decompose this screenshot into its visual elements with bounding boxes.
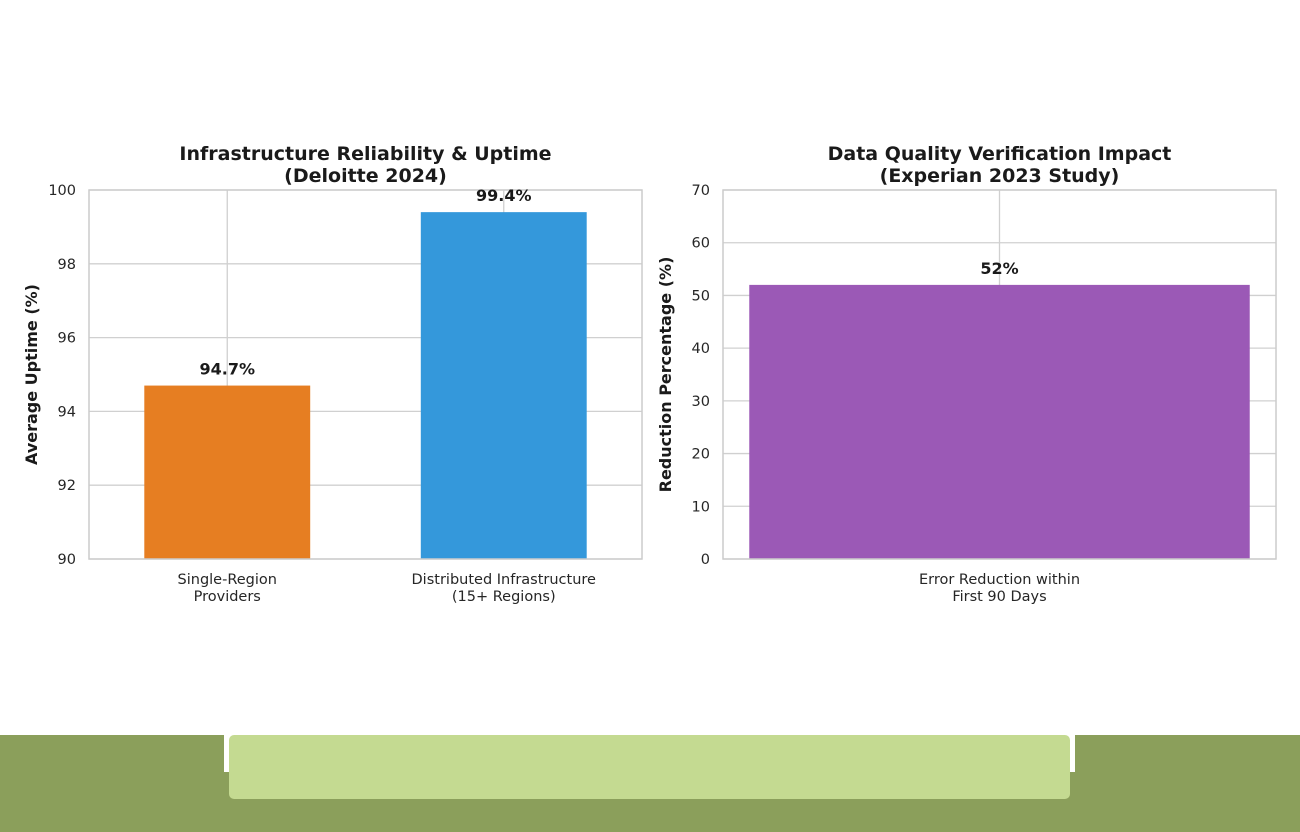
bar: [749, 284, 1250, 559]
chart-1: 94.7% 99.4% 90 92 94 96 98 100 Single-Region Prov…: [22, 143, 643, 605]
y-axis-label: Average Uptime (%): [22, 284, 41, 465]
y-tick-label: 100: [48, 183, 76, 199]
chart-title: Infrastructure Reliability & Uptime (Delo…: [179, 143, 551, 187]
y-tick-label: 20: [692, 447, 710, 463]
y-tick-label: 92: [58, 478, 76, 494]
data-label: 94.7%: [199, 360, 255, 379]
plot-frame: [88, 189, 643, 560]
y-tick-label: 0: [701, 552, 710, 568]
data-label: 52%: [980, 259, 1018, 278]
bar: [420, 212, 587, 559]
plot-frame: [722, 189, 1277, 560]
y-tick-label: 50: [692, 288, 710, 304]
y-axis-label: Reduction Percentage (%): [656, 257, 675, 493]
y-tick-label: 90: [58, 552, 76, 568]
y-tick-label: 30: [692, 394, 710, 410]
x-tick-label: Single-Region Providers: [178, 572, 277, 605]
y-tick-label: 98: [58, 257, 76, 273]
y-tick-label: 40: [692, 341, 710, 357]
y-tick-label: 70: [692, 183, 710, 199]
data-label: 99.4%: [476, 186, 532, 205]
y-tick-label: 94: [58, 404, 76, 420]
chart-title: Data Quality Verification Impact (Experia…: [828, 143, 1172, 187]
y-tick-label: 10: [692, 499, 710, 515]
y-tick-label: 96: [58, 331, 76, 347]
footer-bar: [229, 735, 1070, 799]
chart-2: 52% 0 10 20 30 40 50 60 70 Error Reduction within…: [656, 143, 1277, 605]
y-tick-label: 60: [692, 236, 710, 252]
x-tick-label: Distributed Infrastructure (15+ Regions): [412, 572, 597, 605]
bar: [144, 385, 311, 559]
x-tick-label: Error Reduction within First 90 Days: [919, 572, 1080, 605]
